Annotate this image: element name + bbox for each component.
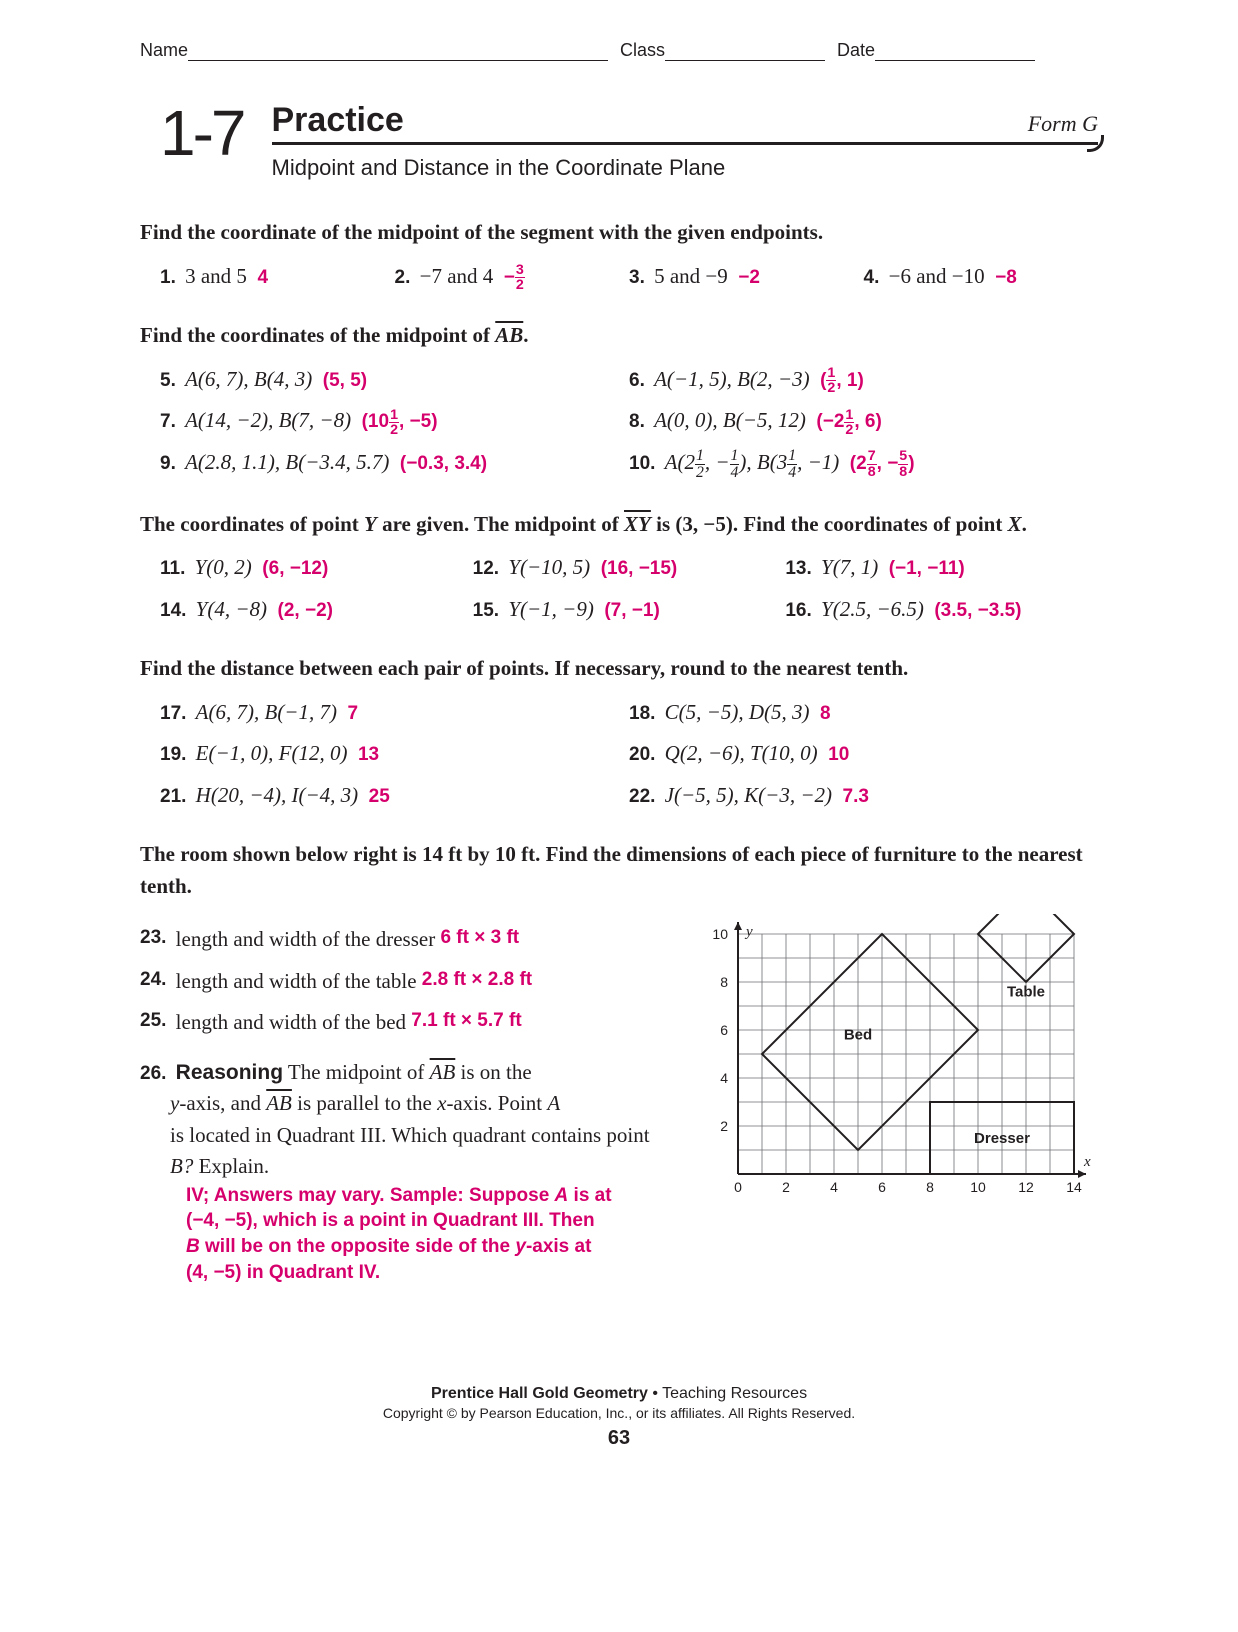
svg-text:2: 2 (782, 1179, 790, 1195)
svg-text:6: 6 (720, 1022, 728, 1038)
title-block: 1-7 Practice Form G Midpoint and Distanc… (60, 101, 1178, 181)
svg-text:0: 0 (734, 1179, 742, 1195)
name-label: Name (140, 40, 188, 61)
svg-text:14: 14 (1066, 1179, 1082, 1195)
svg-text:y: y (744, 924, 753, 940)
section2-head: Find the coordinates of the midpoint of … (140, 320, 1098, 352)
name-blank[interactable] (188, 41, 608, 61)
svg-text:6: 6 (878, 1179, 886, 1195)
svg-text:Dresser: Dresser (974, 1130, 1030, 1147)
header-fields: Name Class Date (60, 40, 1178, 61)
date-blank[interactable] (875, 41, 1035, 61)
subtitle: Midpoint and Distance in the Coordinate … (272, 155, 1099, 181)
svg-text:8: 8 (720, 974, 728, 990)
class-blank[interactable] (665, 41, 825, 61)
svg-text:8: 8 (926, 1179, 934, 1195)
svg-text:Bed: Bed (844, 1027, 872, 1044)
section1-head: Find the coordinate of the midpoint of t… (140, 217, 1098, 249)
date-label: Date (837, 40, 875, 61)
svg-text:10: 10 (712, 926, 728, 942)
svg-text:4: 4 (830, 1179, 838, 1195)
room-diagram: 0 2 4 6 8 10 12 14 2 4 6 8 10 x y Bed Table Dresser (698, 914, 1098, 1214)
practice-label: Practice (272, 101, 404, 140)
svg-text:12: 12 (1018, 1179, 1034, 1195)
section4-head: Find the distance between each pair of p… (140, 653, 1098, 685)
svg-text:10: 10 (970, 1179, 986, 1195)
svg-text:x: x (1083, 1154, 1091, 1170)
footer: Prentice Hall Gold Geometry • Teaching R… (60, 1385, 1178, 1450)
class-label: Class (620, 40, 665, 61)
svg-text:4: 4 (720, 1070, 728, 1086)
form-label: Form G (1028, 111, 1098, 137)
q26-answer: IV; Answers may vary. Sample: Suppose A … (186, 1183, 674, 1286)
section5-head: The room shown below right is 14 ft by 1… (140, 839, 1098, 902)
svg-text:2: 2 (720, 1118, 728, 1134)
svg-text:Table: Table (1007, 984, 1045, 1001)
lesson-number: 1-7 (160, 101, 244, 165)
section3-head: The coordinates of point Y are given. Th… (140, 509, 1098, 541)
